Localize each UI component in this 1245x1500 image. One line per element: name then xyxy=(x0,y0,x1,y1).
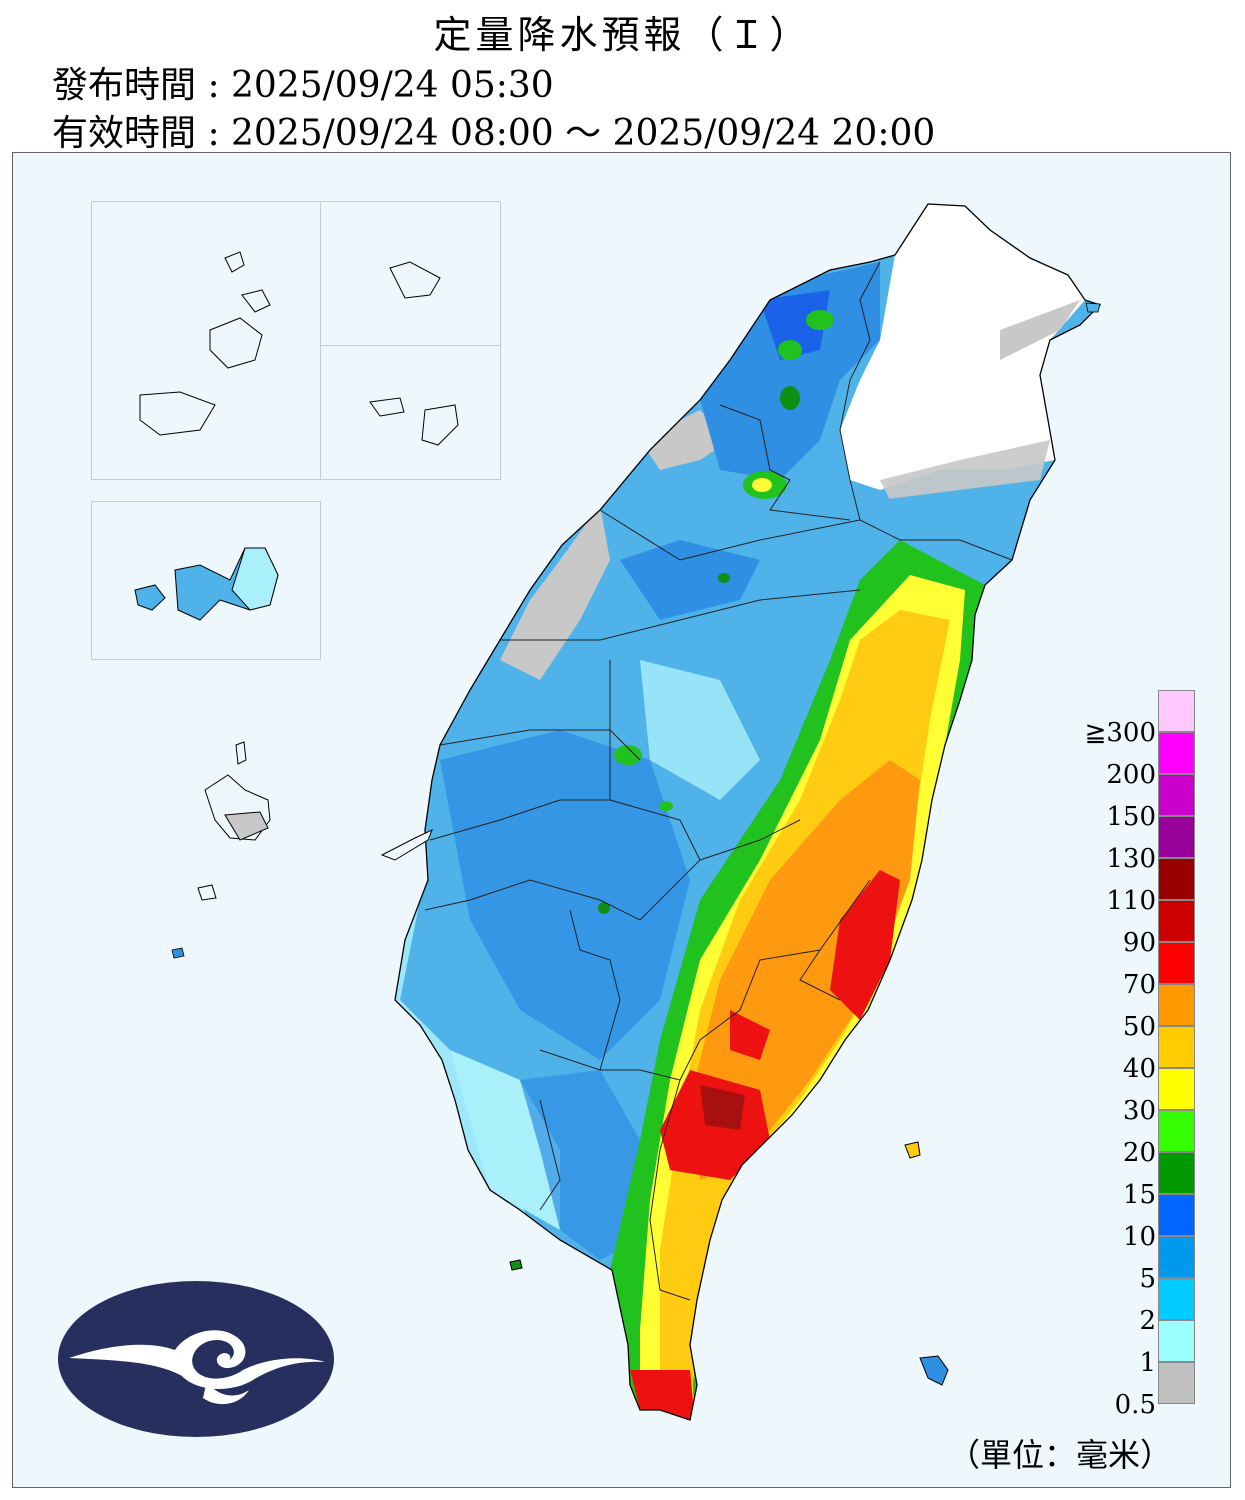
inset-juguang xyxy=(320,345,501,480)
legend-label: 5 xyxy=(1139,1264,1156,1294)
legend-label: 30 xyxy=(1122,1096,1156,1126)
legend-label: 200 xyxy=(1106,760,1156,790)
legend-label: 150 xyxy=(1106,802,1156,832)
legend-swatch-30 xyxy=(1158,1068,1195,1110)
legend-label: 10 xyxy=(1122,1222,1156,1252)
legend-label: 0.5 xyxy=(1114,1390,1156,1420)
legend-swatch-50 xyxy=(1158,984,1195,1026)
legend-label: 2 xyxy=(1139,1306,1156,1336)
map-title: 定量降水預報（Ｉ） xyxy=(433,13,812,57)
legend-label: 130 xyxy=(1106,844,1156,874)
legend-swatch-20 xyxy=(1158,1110,1195,1152)
rainfall-fill xyxy=(395,204,1100,1420)
legend-swatch-0.5 xyxy=(1158,1362,1195,1404)
county-boundaries xyxy=(424,261,1013,1301)
legend-label: 110 xyxy=(1106,886,1156,916)
legend-label: 50 xyxy=(1122,1012,1156,1042)
cwa-cloud-logo-icon xyxy=(58,1281,334,1437)
inset-kinmen xyxy=(91,501,321,660)
legend-swatch-150 xyxy=(1158,774,1195,816)
legend-swatch-110 xyxy=(1158,858,1195,900)
legend-swatch-200 xyxy=(1158,732,1195,774)
issue-time: 發布時間 : 2025/09/24 05:30 xyxy=(52,65,554,106)
legend-swatch-130 xyxy=(1158,816,1195,858)
legend-swatch-5 xyxy=(1158,1236,1195,1278)
legend-swatch-10 xyxy=(1158,1194,1195,1236)
legend-swatch-15 xyxy=(1158,1152,1195,1194)
legend-label: 90 xyxy=(1122,928,1156,958)
legend-swatch-300 xyxy=(1158,690,1195,732)
legend-unit: （單位：毫米） xyxy=(948,1436,1173,1474)
legend-swatch-70 xyxy=(1158,942,1195,984)
valid-time: 有效時間 : 2025/09/24 08:00 ～ 2025/09/24 20:… xyxy=(52,113,936,154)
legend-label: 70 xyxy=(1122,970,1156,1000)
legend-label: 15 xyxy=(1122,1180,1156,1210)
legend-swatch-90 xyxy=(1158,900,1195,942)
legend-label: 1 xyxy=(1139,1348,1156,1378)
legend-swatch-40 xyxy=(1158,1026,1195,1068)
legend-label: 40 xyxy=(1122,1054,1156,1084)
legend-label: ≧300 xyxy=(1084,718,1156,748)
legend-swatch-1 xyxy=(1158,1320,1195,1362)
legend-label: 20 xyxy=(1122,1138,1156,1168)
legend-swatch-2 xyxy=(1158,1278,1195,1320)
